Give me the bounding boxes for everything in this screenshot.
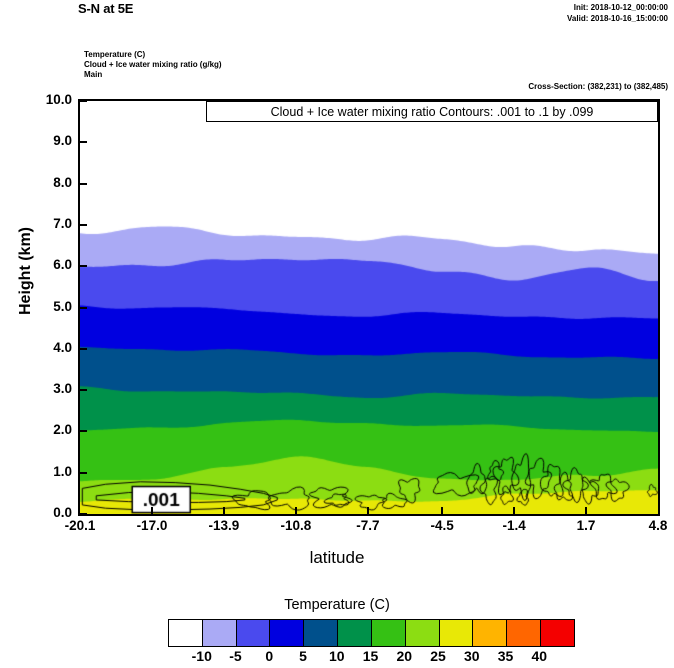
y-tick-label: 4.0: [53, 339, 72, 355]
contour-canvas: [80, 101, 658, 514]
x-tick-label: -1.4: [502, 518, 526, 533]
field-label-temperature: Temperature (C): [84, 50, 146, 59]
cross-section-coordinates: Cross-Section: (382,231) to (382,485): [528, 82, 668, 91]
temperature-colorbar: [168, 619, 575, 647]
colorbar-tick-label: 15: [362, 648, 379, 664]
colorbar-tick-label: -10: [191, 648, 212, 664]
y-tick-mark: [78, 389, 87, 392]
colorbar-swatch: [405, 620, 440, 646]
x-tick-label: -20.1: [64, 518, 96, 533]
colorbar-swatch: [236, 620, 271, 646]
x-tick-mark: [222, 507, 225, 516]
contour-title-box: Cloud + Ice water mixing ratio Contours:…: [206, 101, 658, 122]
colorbar-tick-label: 35: [497, 648, 514, 664]
colorbar-tick-label: 30: [463, 648, 480, 664]
x-tick-label: -10.8: [280, 518, 312, 533]
colorbar-title: Temperature (C): [284, 597, 390, 613]
colorbar-tick-label: 5: [299, 648, 307, 664]
y-tick-label: 0.0: [53, 505, 72, 520]
y-axis: 0.0 1.0 2.0 3.0 4.0 5.0 6.0 7.0 8.0 9.0 10.0: [20, 0, 87, 668]
y-tick-label: 9.0: [53, 133, 72, 149]
page-title: S-N at 5E: [78, 1, 134, 16]
x-tick-label: -4.5: [430, 518, 454, 533]
y-tick-mark: [78, 306, 87, 309]
colorbar-tick-label: 10: [328, 648, 345, 664]
colorbar-swatch: [507, 620, 542, 646]
y-tick-mark: [78, 430, 87, 433]
colorbar-swatch: [338, 620, 372, 646]
colorbar-swatch: [371, 620, 406, 646]
colorbar-tick-labels: -10 -5 0 5 10 15 20 25 30 35 40: [168, 648, 576, 668]
colorbar-tick-label: 25: [430, 648, 446, 664]
y-tick-label: 5.0: [53, 298, 72, 314]
x-axis-title: latitude: [309, 548, 365, 567]
y-tick-mark: [78, 265, 87, 268]
y-tick-mark: [78, 513, 87, 515]
x-tick-label: 4.8: [648, 518, 668, 533]
colorbar-swatch: [439, 620, 474, 646]
y-tick-label: 3.0: [53, 381, 72, 397]
x-tick-label: 1.7: [576, 518, 596, 533]
y-tick-label: 10.0: [45, 92, 72, 107]
field-label-domain: Main: [84, 70, 103, 79]
colorbar-swatch: [169, 620, 203, 646]
y-tick-label: 1.0: [53, 463, 72, 479]
y-tick-label: 6.0: [53, 257, 72, 273]
x-tick-mark: [150, 507, 153, 516]
field-label-mixing-ratio: Cloud + Ice water mixing ratio (g/kg): [84, 60, 222, 69]
y-tick-mark: [78, 347, 87, 350]
y-tick-label: 8.0: [53, 174, 72, 190]
x-tick-mark: [441, 507, 444, 516]
colorbar-swatch: [270, 620, 305, 646]
colorbar-tick-label: 0: [265, 648, 274, 664]
x-tick-mark: [366, 507, 369, 516]
field-list: Temperature (C) Cloud + Ice water mixing…: [84, 50, 222, 80]
contour-title-text: Cloud + Ice water mixing ratio Contours:…: [270, 104, 594, 119]
init-time-label: Init: 2018-10-12_00:00:00: [573, 3, 668, 12]
x-tick-label: -7.7: [356, 518, 380, 533]
colorbar-swatch: [202, 620, 237, 646]
y-tick-mark: [78, 471, 87, 474]
y-tick-mark: [78, 141, 87, 144]
y-tick-mark: [78, 182, 87, 185]
y-tick-label: 2.0: [53, 422, 72, 438]
y-tick-mark: [78, 100, 87, 102]
cross-section-plot: [78, 99, 660, 516]
colorbar-tick-label: -5: [229, 648, 242, 664]
colorbar-tick-label: 40: [531, 648, 548, 664]
x-tick-label: -13.9: [208, 518, 240, 533]
y-axis-title: Height (km): [17, 227, 34, 315]
y-tick-mark: [78, 223, 87, 226]
colorbar-swatch: [541, 620, 574, 646]
model-times: Init: 2018-10-12_00:00:00 Valid: 2018-10…: [567, 2, 668, 24]
colorbar-tick-label: 20: [396, 648, 413, 664]
x-tick-label: -17.0: [136, 518, 168, 533]
colorbar-swatch: [304, 620, 339, 646]
x-tick-mark: [294, 507, 297, 516]
colorbar-swatch: [473, 620, 508, 646]
y-tick-label: 7.0: [53, 215, 72, 231]
x-tick-mark: [513, 507, 516, 516]
valid-time-label: Valid: 2018-10-16_15:00:00: [567, 14, 668, 23]
x-tick-mark: [585, 507, 588, 516]
